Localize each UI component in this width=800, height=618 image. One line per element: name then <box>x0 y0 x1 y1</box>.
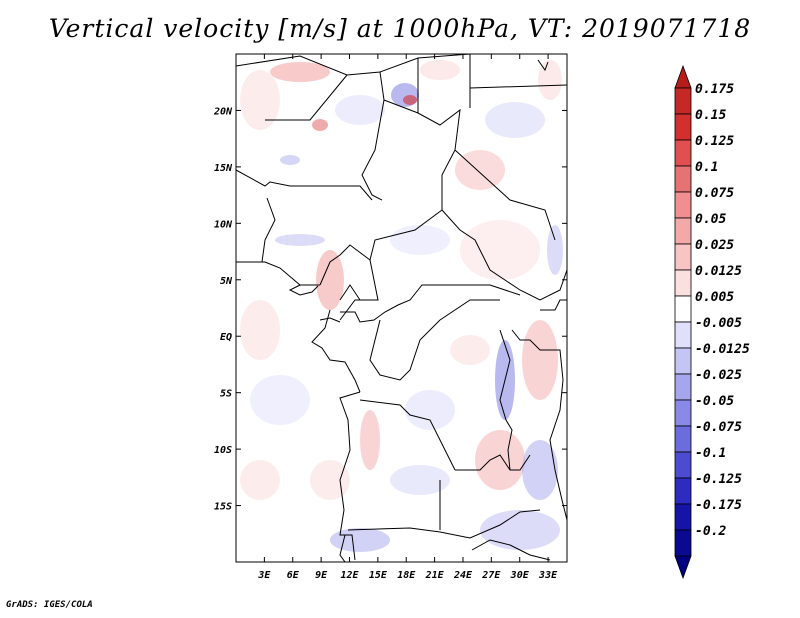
lon-tick-label: 3E <box>257 570 271 581</box>
colorbar-segment <box>674 399 692 427</box>
colorbar-label: -0.2 <box>695 524 726 539</box>
colorbar-label: 0.05 <box>695 212 726 227</box>
colorbar-cap-bottom <box>674 555 692 580</box>
colorbar-segment <box>674 347 692 375</box>
colorbar-label: -0.025 <box>695 368 742 383</box>
colorbar-label: -0.075 <box>695 420 742 435</box>
colorbar-segment <box>674 191 692 219</box>
colorbar-segment <box>674 295 692 323</box>
colorbar-segment <box>674 243 692 271</box>
grads-credit: GrADS: IGES/COLA <box>6 600 93 610</box>
lat-tick-label: 15N <box>214 163 233 174</box>
lon-tick-label: 6E <box>287 570 300 581</box>
longitude-axis: 3E 6E 9E 12E 15E 18E 21E 24E 27E 30E 33E <box>257 54 558 581</box>
colorbar-segment <box>674 139 692 167</box>
colorbar-segment <box>674 87 692 115</box>
colorbar-segment <box>674 529 692 557</box>
colorbar-label: -0.0125 <box>695 342 750 357</box>
chart-title: Vertical velocity [m/s] at 1000hPa, VT: … <box>48 14 752 43</box>
colorbar-label: 0.075 <box>695 186 734 201</box>
colorbar-label: -0.05 <box>695 394 734 409</box>
lon-tick-label: 24E <box>453 570 473 581</box>
colorbar-label: 0.1 <box>695 160 718 175</box>
colorbar-label: 0.125 <box>695 134 734 149</box>
colorbar-segment <box>674 425 692 453</box>
colorbar-cap-top <box>674 64 692 89</box>
borders <box>236 54 567 562</box>
colorbar-label: -0.175 <box>695 498 742 513</box>
lat-tick-label: 5N <box>220 276 233 287</box>
colorbar-segment <box>674 477 692 505</box>
colorbar-segment <box>674 269 692 297</box>
colorbar-label: -0.005 <box>695 316 742 331</box>
velocity-field <box>240 60 563 552</box>
lon-tick-label: 18E <box>397 570 416 581</box>
lon-tick-label: 15E <box>369 570 388 581</box>
colorbar-label: 0.025 <box>695 238 734 253</box>
colorbar-segment <box>674 373 692 401</box>
lat-tick-label: 10N <box>214 219 233 230</box>
lat-tick-label: EQ <box>220 332 232 343</box>
colorbar-label: 0.0125 <box>695 264 742 279</box>
lon-tick-label: 9E <box>315 570 328 581</box>
lon-tick-label: 21E <box>425 570 445 581</box>
lon-tick-label: 12E <box>340 570 359 581</box>
lat-tick-label: 20N <box>213 106 233 117</box>
colorbar-segment <box>674 321 692 349</box>
colorbar-label: -0.125 <box>695 472 742 487</box>
colorbar-label: -0.1 <box>695 446 726 461</box>
colorbar-segment <box>674 217 692 245</box>
lon-tick-label: 27E <box>481 570 501 581</box>
lat-tick-label: 5S <box>220 389 232 400</box>
lat-tick-label: 10S <box>214 445 232 456</box>
latitude-axis: 20N 15N 10N 5N EQ 5S 10S 15S <box>213 106 567 513</box>
colorbar-segment <box>674 165 692 193</box>
map-frame <box>235 53 568 563</box>
colorbar-label: 0.175 <box>695 82 734 97</box>
colorbar-label: 0.15 <box>695 108 726 123</box>
lon-tick-label: 33E <box>538 570 558 581</box>
colorbar-segment <box>674 113 692 141</box>
colorbar: 0.175 0.15 0.125 0.1 0.075 0.05 0.025 0.0125 0.0… <box>674 64 750 580</box>
colorbar-label: 0.005 <box>695 290 734 305</box>
lat-tick-label: 15S <box>214 502 232 513</box>
colorbar-segment <box>674 503 692 531</box>
lon-tick-label: 30E <box>510 570 530 581</box>
colorbar-segment <box>674 451 692 479</box>
